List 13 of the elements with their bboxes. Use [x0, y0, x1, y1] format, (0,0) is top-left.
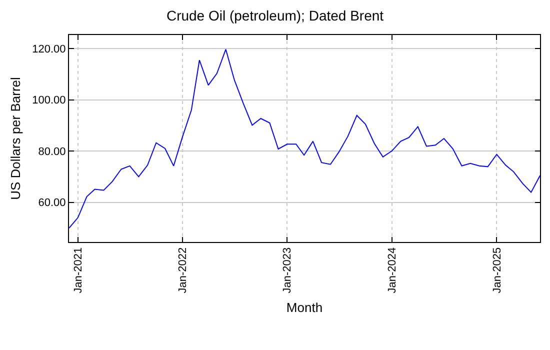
y-tick-label: 60.00 — [38, 197, 66, 210]
x-tick-label: Jan-2021 — [72, 247, 84, 294]
x-tick-label: Jan-2024 — [386, 247, 398, 294]
y-tick-label: 100.00 — [32, 94, 66, 107]
chart-title: Crude Oil (petroleum); Dated Brent — [166, 8, 384, 24]
x-axis-title: Month — [286, 300, 323, 315]
y-tick-label: 80.00 — [38, 146, 66, 158]
x-tick-label: Jan-2023 — [282, 247, 294, 294]
x-tick-label: Jan-2022 — [177, 247, 190, 294]
x-tick-label: Jan-2025 — [491, 247, 504, 294]
line-series — [69, 48, 540, 229]
y-tick-label: 120.00 — [32, 43, 66, 56]
y-axis-title: US Dollars per Barrel — [8, 76, 24, 200]
